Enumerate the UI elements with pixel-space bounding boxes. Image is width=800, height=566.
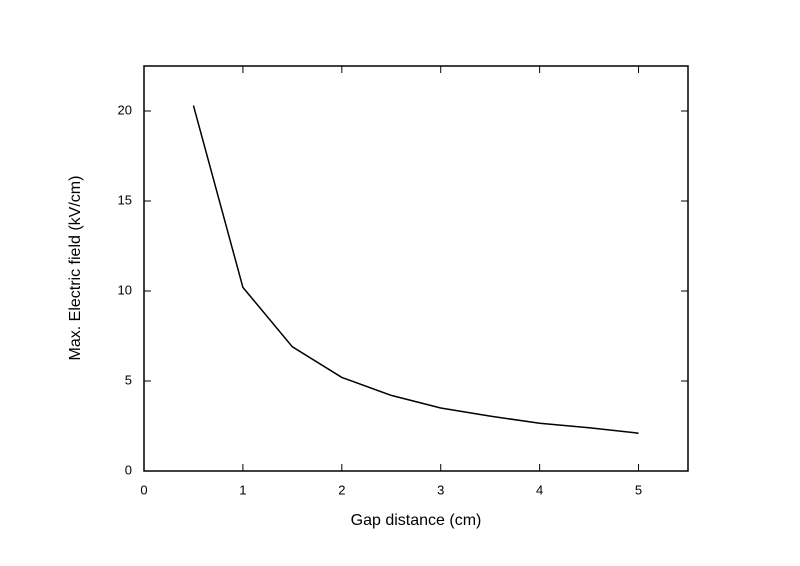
y-tick-label: 15 [118, 192, 132, 207]
x-tick-label: 2 [338, 482, 345, 497]
y-tick-label: 20 [118, 102, 132, 117]
y-tick-label: 10 [118, 282, 132, 297]
x-tick-label: 4 [536, 482, 543, 497]
y-axis-title: Max. Electric field (kV/cm) [67, 176, 84, 361]
x-axis-title: Gap distance (cm) [351, 512, 482, 529]
x-tick-label: 3 [437, 482, 444, 497]
x-tick-label: 1 [239, 482, 246, 497]
plot-frame [143, 65, 689, 472]
x-tick-label: 5 [635, 482, 642, 497]
y-tick-label: 5 [125, 372, 132, 387]
x-tick-label: 0 [140, 482, 147, 497]
y-tick-label: 0 [125, 462, 132, 477]
data-line [192, 105, 639, 434]
